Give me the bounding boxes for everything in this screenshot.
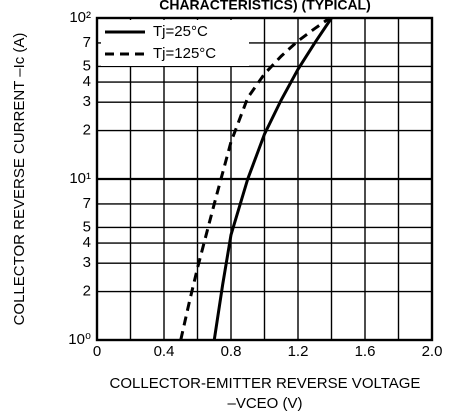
x-tick-label: 1.6	[355, 343, 376, 360]
y-tick-label: 2	[83, 283, 91, 300]
y-tick-label: 3	[83, 93, 91, 110]
curve	[212, 17, 333, 341]
chart-title: CHARACTERISTICS) (TYPICAL)	[159, 0, 371, 13]
y-tick-label: 2	[83, 122, 91, 139]
legend-box	[101, 20, 249, 66]
y-tick-label: 4	[83, 234, 91, 251]
y-tick-label: 10²	[69, 9, 91, 26]
legend-label: Tj=25°C	[153, 23, 208, 40]
y-tick-label: 10⁰	[68, 331, 91, 348]
x-tick-label: 1.2	[288, 343, 309, 360]
x-tick-label: 0.4	[154, 343, 175, 360]
plot-frame	[95, 16, 434, 342]
curve	[179, 16, 331, 341]
y-tick-label: 7	[83, 34, 91, 51]
y-tick-label: 5	[83, 218, 91, 235]
x-tick-label: 0.8	[221, 343, 242, 360]
y-tick-label: 5	[83, 57, 91, 74]
y-tick-label: 4	[83, 73, 91, 90]
x-tick-label: 2.0	[422, 343, 443, 360]
y-axis-label: COLLECTOR REVERSE CURRENT –Ic (A)	[11, 33, 28, 326]
y-tick-label: 3	[83, 254, 91, 271]
x-axis-label: COLLECTOR-EMITTER REVERSE VOLTAGE	[110, 375, 421, 392]
legend-label: Tj=125°C	[153, 45, 216, 62]
y-tick-label: 10¹	[69, 170, 91, 187]
x-tick-label: 0	[93, 343, 101, 360]
x-axis-label: –VCEO (V)	[227, 395, 302, 412]
y-tick-label: 7	[83, 195, 91, 212]
